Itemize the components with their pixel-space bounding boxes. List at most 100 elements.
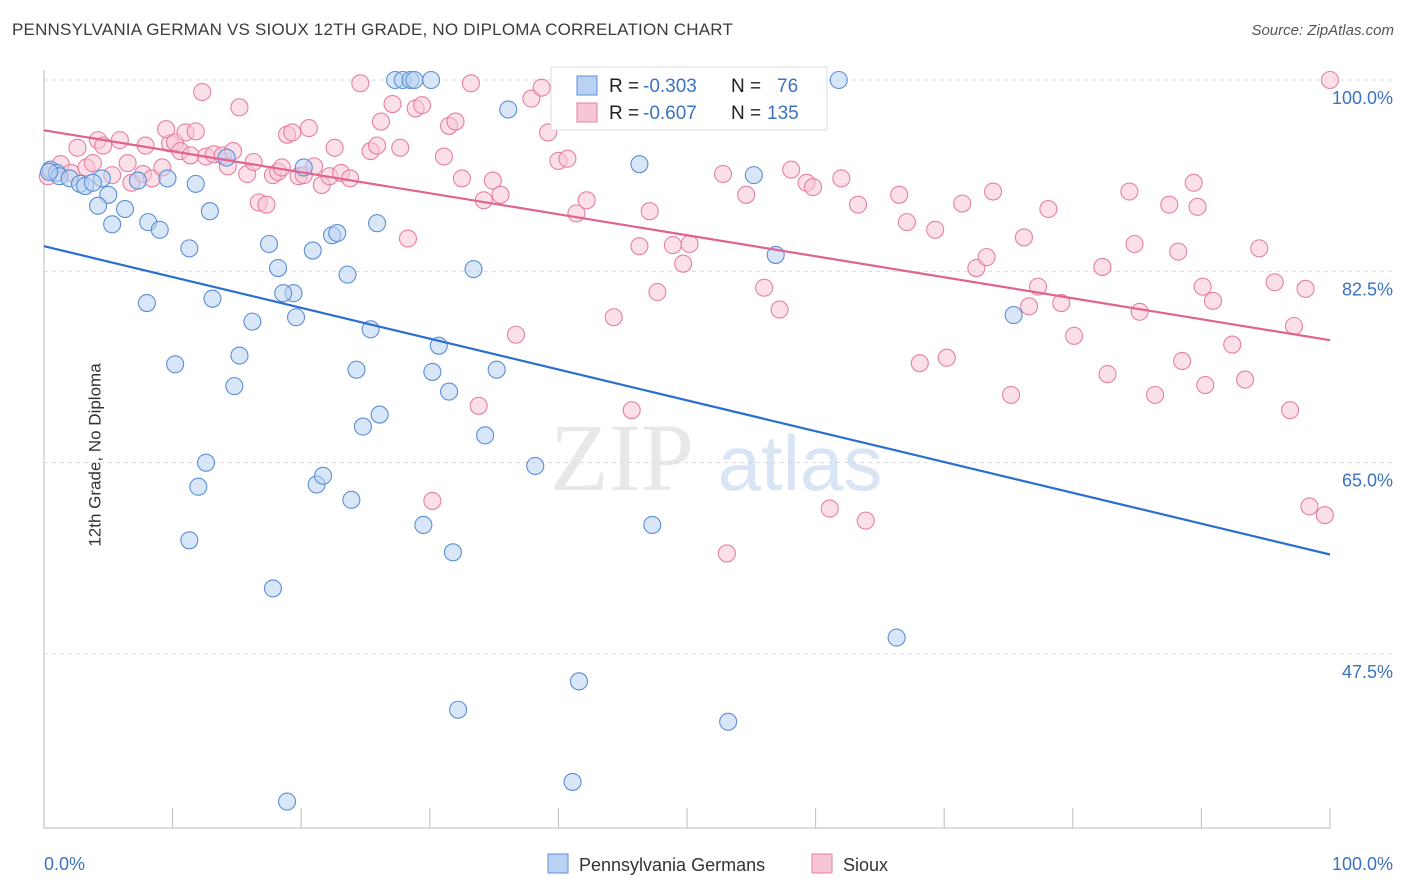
sioux-point <box>782 160 801 179</box>
pennsylvania-germans-point <box>278 792 297 811</box>
x-tick-label-1: 100.0% <box>1332 854 1393 874</box>
pennsylvania-germans-point <box>719 712 738 731</box>
sioux-point <box>630 237 649 256</box>
pennsylvania-germans-point <box>487 360 506 379</box>
pennsylvania-germans-point <box>158 169 177 188</box>
pennsylvania-germans-point <box>263 579 282 598</box>
pennsylvania-germans-point <box>243 312 262 331</box>
pennsylvania-germans-trend-line <box>43 245 1331 556</box>
sioux-point <box>1188 197 1207 216</box>
sioux-trend-line <box>43 129 1331 342</box>
pennsylvania-germans-point <box>887 628 906 647</box>
sioux-point <box>68 138 87 157</box>
sioux-point <box>770 300 789 319</box>
pennsylvania-germans-point <box>128 171 147 190</box>
sioux-point <box>1065 326 1084 345</box>
sioux-point <box>1098 365 1117 384</box>
pennsylvania-germans-point <box>443 543 462 562</box>
sioux-point <box>413 96 432 115</box>
sioux-point <box>1315 506 1334 525</box>
sioux-point <box>469 396 488 415</box>
y-tick-label-3: 100.0% <box>1332 88 1393 108</box>
pennsylvania-germans-point <box>423 362 442 381</box>
sioux-point <box>953 194 972 213</box>
sioux-point <box>737 185 756 204</box>
sioux-point <box>1223 335 1242 354</box>
pennsylvania-germans-point <box>449 700 468 719</box>
legend-n-label-2: N = <box>731 103 761 124</box>
sioux-point <box>1250 239 1269 258</box>
bottom-legend: Pennsylvania Germans Sioux <box>547 853 888 875</box>
sioux-point <box>926 220 945 239</box>
sioux-point <box>713 164 733 184</box>
trend-lines <box>43 129 1331 556</box>
pennsylvania-germans-point <box>303 241 322 260</box>
pennsylvania-germans-point <box>499 100 518 119</box>
pennsylvania-germans-point <box>476 426 495 445</box>
pennsylvania-germans-point <box>353 417 372 436</box>
sioux-point <box>506 325 526 344</box>
pennsylvania-germans-point <box>150 220 169 239</box>
x-tick-label-0: 0.0% <box>44 854 85 874</box>
pennsylvania-germans-point <box>180 531 199 550</box>
y-tick-label-2: 82.5% <box>1342 279 1393 299</box>
y-tick-labels: 47.5% 65.0% 82.5% 100.0% <box>1332 88 1393 682</box>
pennsylvania-germans-point <box>314 466 333 485</box>
sioux-point <box>910 354 929 373</box>
pennsylvania-germans-point <box>368 214 387 233</box>
pennsylvania-germans-point <box>829 70 848 90</box>
sioux-point <box>452 169 472 188</box>
sioux-point <box>558 149 577 168</box>
pennsylvania-germans-point <box>225 377 244 396</box>
sioux-point <box>1125 234 1144 254</box>
pennsylvania-germans-point <box>115 199 135 219</box>
sioux-point <box>1265 273 1284 292</box>
sioux-point <box>391 138 410 157</box>
pennsylvania-germans-points <box>40 70 1023 811</box>
pennsylvania-germans-point <box>186 174 205 193</box>
sioux-point <box>532 78 551 97</box>
legend-n-value-1: 76 <box>777 76 798 97</box>
pennsylvania-germans-point <box>422 70 441 90</box>
sioux-point <box>1002 385 1021 404</box>
legend-r-value-2: -0.607 <box>643 103 697 124</box>
sioux-point <box>820 499 839 518</box>
pennsylvania-germans-point <box>83 173 102 192</box>
sioux-point <box>325 138 344 157</box>
sioux-point <box>1300 497 1319 516</box>
pennsylvania-germans-point <box>259 234 279 254</box>
sioux-point <box>1160 195 1179 214</box>
pennsylvania-germans-point <box>414 515 433 535</box>
sioux-point <box>717 544 736 563</box>
pennsylvania-germans-point <box>137 293 156 313</box>
pennsylvania-germans-point <box>274 284 293 303</box>
sioux-point <box>856 511 875 530</box>
bottom-legend-label-pink: Sioux <box>843 855 888 875</box>
sioux-point <box>937 348 956 367</box>
pennsylvania-germans-point <box>269 259 288 278</box>
sioux-point <box>491 185 510 204</box>
x-tick-labels: 0.0% 100.0% <box>44 854 1393 874</box>
sioux-point <box>1320 70 1340 90</box>
sioux-point <box>890 185 909 204</box>
pennsylvania-germans-point <box>196 453 216 472</box>
sioux-point <box>897 213 916 232</box>
chart-title: PENNSYLVANIA GERMAN VS SIOUX 12TH GRADE,… <box>12 20 734 39</box>
sioux-point <box>110 131 129 150</box>
sioux-point <box>1203 291 1223 310</box>
sioux-point <box>832 169 851 188</box>
sioux-point <box>1052 293 1071 313</box>
sioux-point <box>1039 199 1058 219</box>
pennsylvania-germans-point <box>342 490 361 509</box>
pennsylvania-germans-point <box>189 477 208 496</box>
sioux-point <box>1284 316 1304 336</box>
sioux-point <box>577 191 596 210</box>
pennsylvania-germans-point <box>405 70 424 90</box>
pennsylvania-germans-point <box>200 202 219 221</box>
sioux-point <box>83 154 102 173</box>
pennsylvania-germans-point <box>630 155 649 174</box>
pennsylvania-germans-point <box>328 224 347 243</box>
sioux-point <box>483 171 502 190</box>
legend-n-value-2: 135 <box>767 103 799 124</box>
sioux-point <box>461 74 481 93</box>
